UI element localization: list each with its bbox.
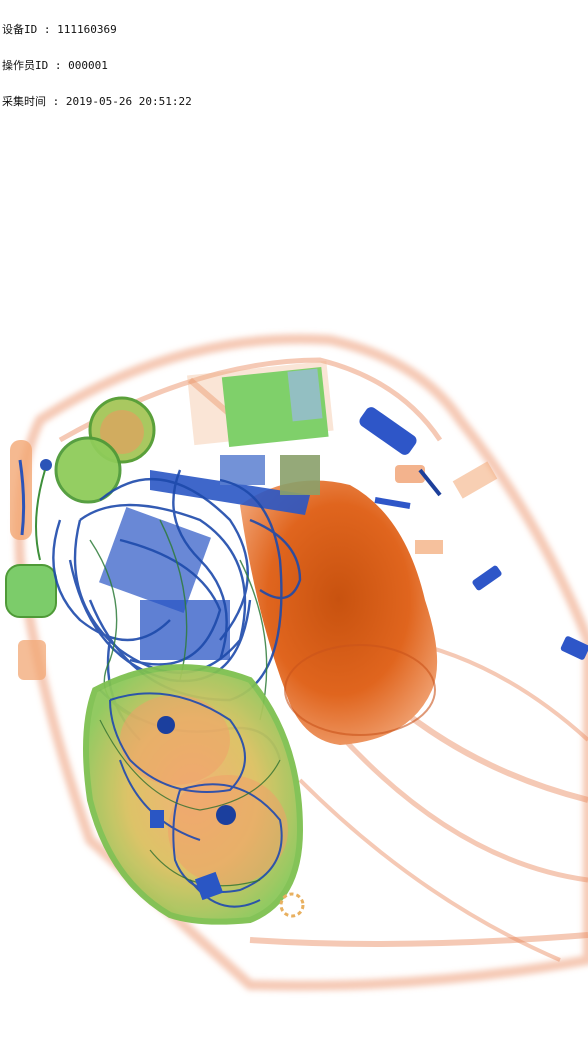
green-cylinders [5,396,156,618]
right-side-items [359,407,588,660]
device-id-label: 设备ID : 111160369 [2,23,117,36]
green-rect-object [187,360,334,448]
ring-object [279,892,305,918]
operator-id-label: 操作员ID : 000001 [2,59,108,72]
left-strap [10,440,52,680]
scan-metadata-header: 设备ID : 111160369 操作员ID : 000001 采集时间 : 2… [2,0,192,120]
lower-pouch [83,664,304,925]
electronics-cluster [52,455,320,761]
capture-time-label: 采集时间 : 2019-05-26 20:51:22 [2,95,192,108]
